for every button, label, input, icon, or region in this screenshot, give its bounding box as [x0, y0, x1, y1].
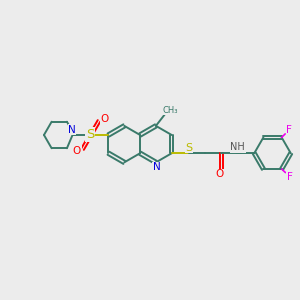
- Text: O: O: [216, 169, 224, 179]
- Text: F: F: [286, 125, 292, 135]
- Text: O: O: [73, 146, 81, 156]
- Text: S: S: [185, 142, 192, 153]
- Text: CH₃: CH₃: [163, 106, 178, 115]
- Text: O: O: [100, 114, 109, 124]
- Text: NH: NH: [230, 142, 245, 152]
- Text: N: N: [68, 125, 76, 135]
- Text: F: F: [287, 172, 293, 182]
- Text: S: S: [86, 128, 94, 141]
- Text: N: N: [153, 162, 160, 172]
